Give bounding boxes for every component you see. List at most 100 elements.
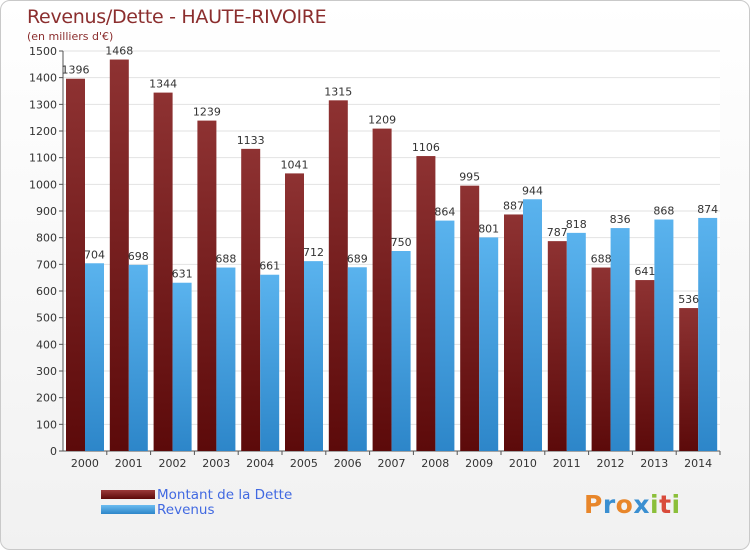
data-label-dette: 1041 <box>281 158 309 171</box>
bar-revenus <box>260 274 280 451</box>
y-tick-label: 1200 <box>29 125 57 138</box>
data-label-dette: 787 <box>547 226 568 239</box>
bar-revenus <box>610 228 630 451</box>
data-label-revenus: 944 <box>522 184 543 197</box>
data-label-revenus: 704 <box>84 248 105 261</box>
logo-letter: r <box>602 490 616 519</box>
bar-revenus <box>304 261 323 451</box>
bar-revenus <box>523 199 542 451</box>
data-label-dette: 1209 <box>368 114 396 127</box>
data-label-dette: 641 <box>634 265 655 278</box>
data-label-revenus: 698 <box>128 250 149 263</box>
bar-revenus <box>128 264 148 451</box>
bar-dette <box>66 78 85 451</box>
bar-revenus <box>698 217 718 451</box>
legend-item-dette: Montant de la Dette <box>101 486 293 503</box>
data-label-revenus: 631 <box>172 268 193 281</box>
data-label-dette: 1396 <box>62 64 90 77</box>
x-tick-label: 2014 <box>684 457 712 470</box>
chart-subtitle: (en milliers d'€) <box>27 30 114 43</box>
legend: Montant de la Dette Revenus <box>101 486 293 518</box>
data-label-revenus: 712 <box>303 246 324 259</box>
logo-letter: P <box>584 490 603 519</box>
x-tick-label: 2006 <box>334 457 362 470</box>
legend-swatch-dette <box>101 490 155 499</box>
data-label-dette: 688 <box>591 253 612 266</box>
y-tick-label: 1000 <box>29 178 57 191</box>
bar-revenus <box>216 267 236 451</box>
data-label-dette: 1468 <box>105 45 133 58</box>
data-label-revenus: 864 <box>434 206 455 219</box>
logo-letter: i <box>650 490 660 519</box>
data-label-dette: 1239 <box>193 106 221 119</box>
data-label-dette: 995 <box>459 171 480 184</box>
data-label-dette: 887 <box>503 199 524 212</box>
data-label-dette: 1315 <box>324 85 352 98</box>
y-tick-label: 1100 <box>29 152 57 165</box>
bar-revenus <box>479 237 499 451</box>
proxiti-logo: Proxiti <box>584 490 681 519</box>
bar-dette <box>241 148 261 451</box>
bar-revenus <box>654 219 674 451</box>
y-tick-label: 300 <box>36 365 57 378</box>
y-tick-label: 600 <box>36 285 57 298</box>
data-label-revenus: 661 <box>259 260 280 273</box>
bar-dette <box>328 100 348 451</box>
bar-dette <box>197 120 217 451</box>
x-tick-label: 2000 <box>71 457 99 470</box>
data-label-revenus: 868 <box>653 205 674 218</box>
bar-dette <box>591 267 611 451</box>
x-tick-label: 2010 <box>509 457 537 470</box>
bar-revenus <box>172 282 192 451</box>
data-label-revenus: 818 <box>566 218 587 231</box>
bar-dette <box>285 173 304 451</box>
y-tick-label: 900 <box>36 205 57 218</box>
bar-revenus <box>566 232 586 451</box>
y-tick-label: 200 <box>36 392 57 405</box>
data-label-revenus: 688 <box>215 253 236 266</box>
data-label-revenus: 689 <box>347 252 368 265</box>
data-label-dette: 1106 <box>412 141 440 154</box>
y-tick-label: 500 <box>36 312 57 325</box>
x-tick-label: 2002 <box>159 457 187 470</box>
logo-letter: i <box>671 490 681 519</box>
bar-revenus <box>85 263 104 451</box>
data-label-dette: 1344 <box>149 78 177 91</box>
x-tick-label: 2005 <box>290 457 318 470</box>
bar-dette <box>547 241 567 451</box>
y-tick-label: 800 <box>36 232 57 245</box>
bar-dette <box>679 308 699 451</box>
bar-dette <box>153 92 173 451</box>
y-tick-label: 100 <box>36 418 57 431</box>
x-tick-label: 2012 <box>597 457 625 470</box>
bar-dette <box>460 185 480 451</box>
y-tick-label: 400 <box>36 338 57 351</box>
y-tick-label: 1400 <box>29 72 57 85</box>
y-tick-label: 0 <box>50 445 57 458</box>
x-tick-label: 2007 <box>378 457 406 470</box>
x-tick-label: 2008 <box>421 457 449 470</box>
bar-revenus <box>347 267 367 451</box>
data-label-revenus: 836 <box>610 213 631 226</box>
legend-swatch-revenus <box>101 505 155 514</box>
data-label-dette: 1133 <box>237 134 265 147</box>
bar-dette <box>504 214 523 451</box>
bar-dette <box>372 128 392 451</box>
x-tick-label: 2013 <box>640 457 668 470</box>
x-tick-label: 2003 <box>202 457 230 470</box>
bar-revenus <box>435 220 455 451</box>
data-label-revenus: 801 <box>478 222 499 235</box>
logo-letter: x <box>633 490 650 519</box>
x-tick-label: 2009 <box>465 457 493 470</box>
data-label-revenus: 874 <box>697 203 718 216</box>
legend-label-revenus: Revenus <box>157 501 215 518</box>
logo-letter: o <box>615 490 634 519</box>
x-tick-label: 2011 <box>553 457 581 470</box>
y-tick-label: 1300 <box>29 98 57 111</box>
legend-label-dette: Montant de la Dette <box>157 486 293 503</box>
bar-revenus <box>391 251 411 451</box>
bar-dette <box>416 156 436 452</box>
data-label-dette: 536 <box>678 293 699 306</box>
chart-title: Revenus/Dette - HAUTE-RIVOIRE <box>27 6 327 28</box>
